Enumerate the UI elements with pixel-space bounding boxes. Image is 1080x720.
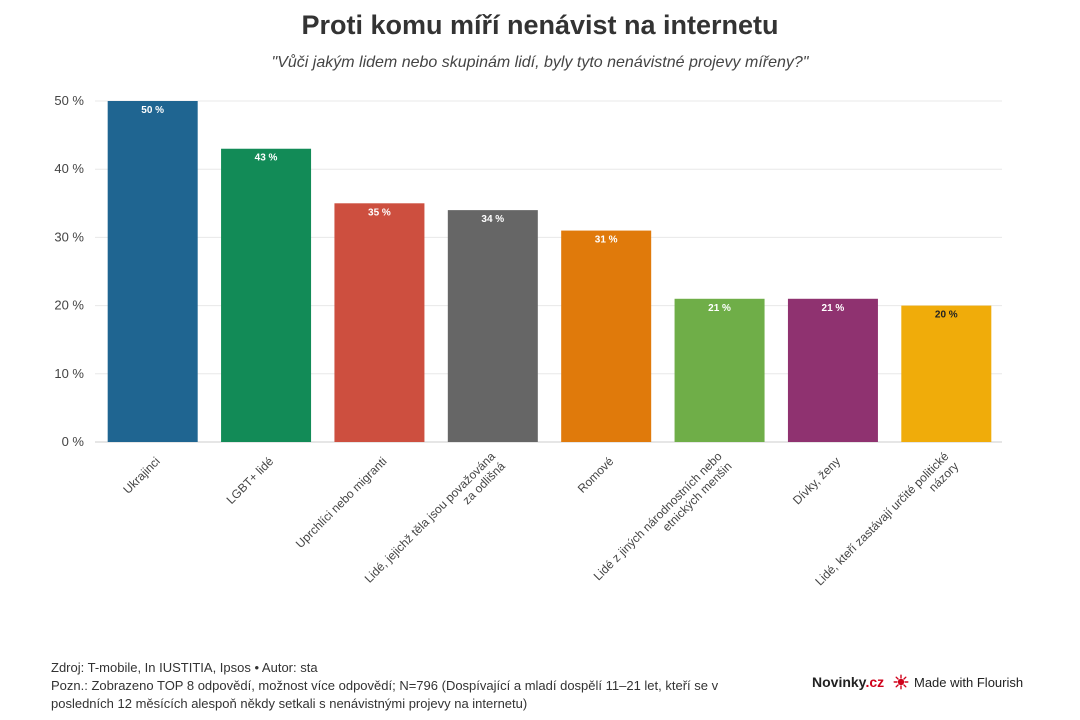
novinky-logo-text: Novinky [812,674,866,690]
x-tick-label: Uprchlíci nebo migranti [293,454,390,551]
bar-value-label: 50 % [141,105,164,116]
y-tick-label: 40 % [54,161,84,176]
y-tick-label: 10 % [54,366,84,381]
novinky-logo[interactable]: Novinky.cz [812,674,884,690]
chart-footer: Zdroj: T-mobile, In IUSTITIA, Ipsos • Au… [51,659,811,713]
source-note: Zdroj: T-mobile, In IUSTITIA, Ipsos • Au… [51,660,318,675]
svg-text:Dívky, ženy: Dívky, ženy [790,454,843,507]
chart-subtitle: "Vůči jakým lidem nebo skupinám lidí, by… [271,54,809,71]
bar-value-label: 21 % [822,303,845,314]
bar-value-label: 31 % [595,235,618,246]
flourish-label: Made with Flourish [914,674,1024,690]
made-with-flourish-link[interactable]: Made with Flourish [893,674,1023,690]
bar-value-label: 43 % [255,153,278,164]
y-tick-label: 20 % [54,298,84,313]
x-tick-label: Ukrajinci [120,454,162,496]
svg-text:Ukrajinci: Ukrajinci [120,454,162,496]
bar-value-label: 21 % [708,303,731,314]
bar[interactable] [787,298,878,442]
svg-text:Lidé z jiných národnostních ne: Lidé z jiných národnostních neboetnickýc… [591,449,735,593]
svg-text:LGBT+ lidé: LGBT+ lidé [224,454,277,507]
y-tick-label: 50 % [54,93,84,108]
x-tick-label: LGBT+ lidé [224,454,277,507]
y-tick-label: 30 % [54,229,84,244]
novinky-logo-domain: .cz [865,674,885,690]
method-note-line-2: posledních 12 měsících alespoň někdy set… [51,696,528,711]
bar[interactable] [334,203,425,442]
svg-text:Uprchlíci nebo migranti: Uprchlíci nebo migranti [293,454,390,551]
bar[interactable] [221,148,312,443]
bar[interactable] [674,298,765,442]
bar-chart: 0 % 10 % 20 % 30 % 40 % 50 % 50 % Ukrajinci 43 %… [54,93,1002,595]
flourish-sunburst-icon [893,674,909,690]
x-tick-label: Lidé, jejichž těla jsou považovánaza odl… [362,449,508,595]
bar-value-label: 35 % [368,207,391,218]
method-note-line-1: Pozn.: Zobrazeno TOP 8 odpovědí, možnost… [51,678,719,693]
x-tick-label: Dívky, ženy [790,454,843,507]
bar[interactable] [561,230,652,442]
bar-value-label: 20 % [935,310,958,321]
x-tick-label: Romové [575,454,617,496]
svg-text:Lidé, jejichž těla jsou považo: Lidé, jejichž těla jsou považovánaza odl… [362,449,508,595]
y-tick-label: 0 % [62,434,85,449]
svg-text:Romové: Romové [575,454,617,496]
bar-value-label: 34 % [481,214,504,225]
bar[interactable] [107,101,198,442]
bar[interactable] [447,210,538,442]
chart-title: Proti komu míří nenávist na internetu [301,10,779,40]
bar[interactable] [901,305,992,442]
x-tick-label: Lidé z jiných národnostních neboetnickýc… [591,449,735,593]
